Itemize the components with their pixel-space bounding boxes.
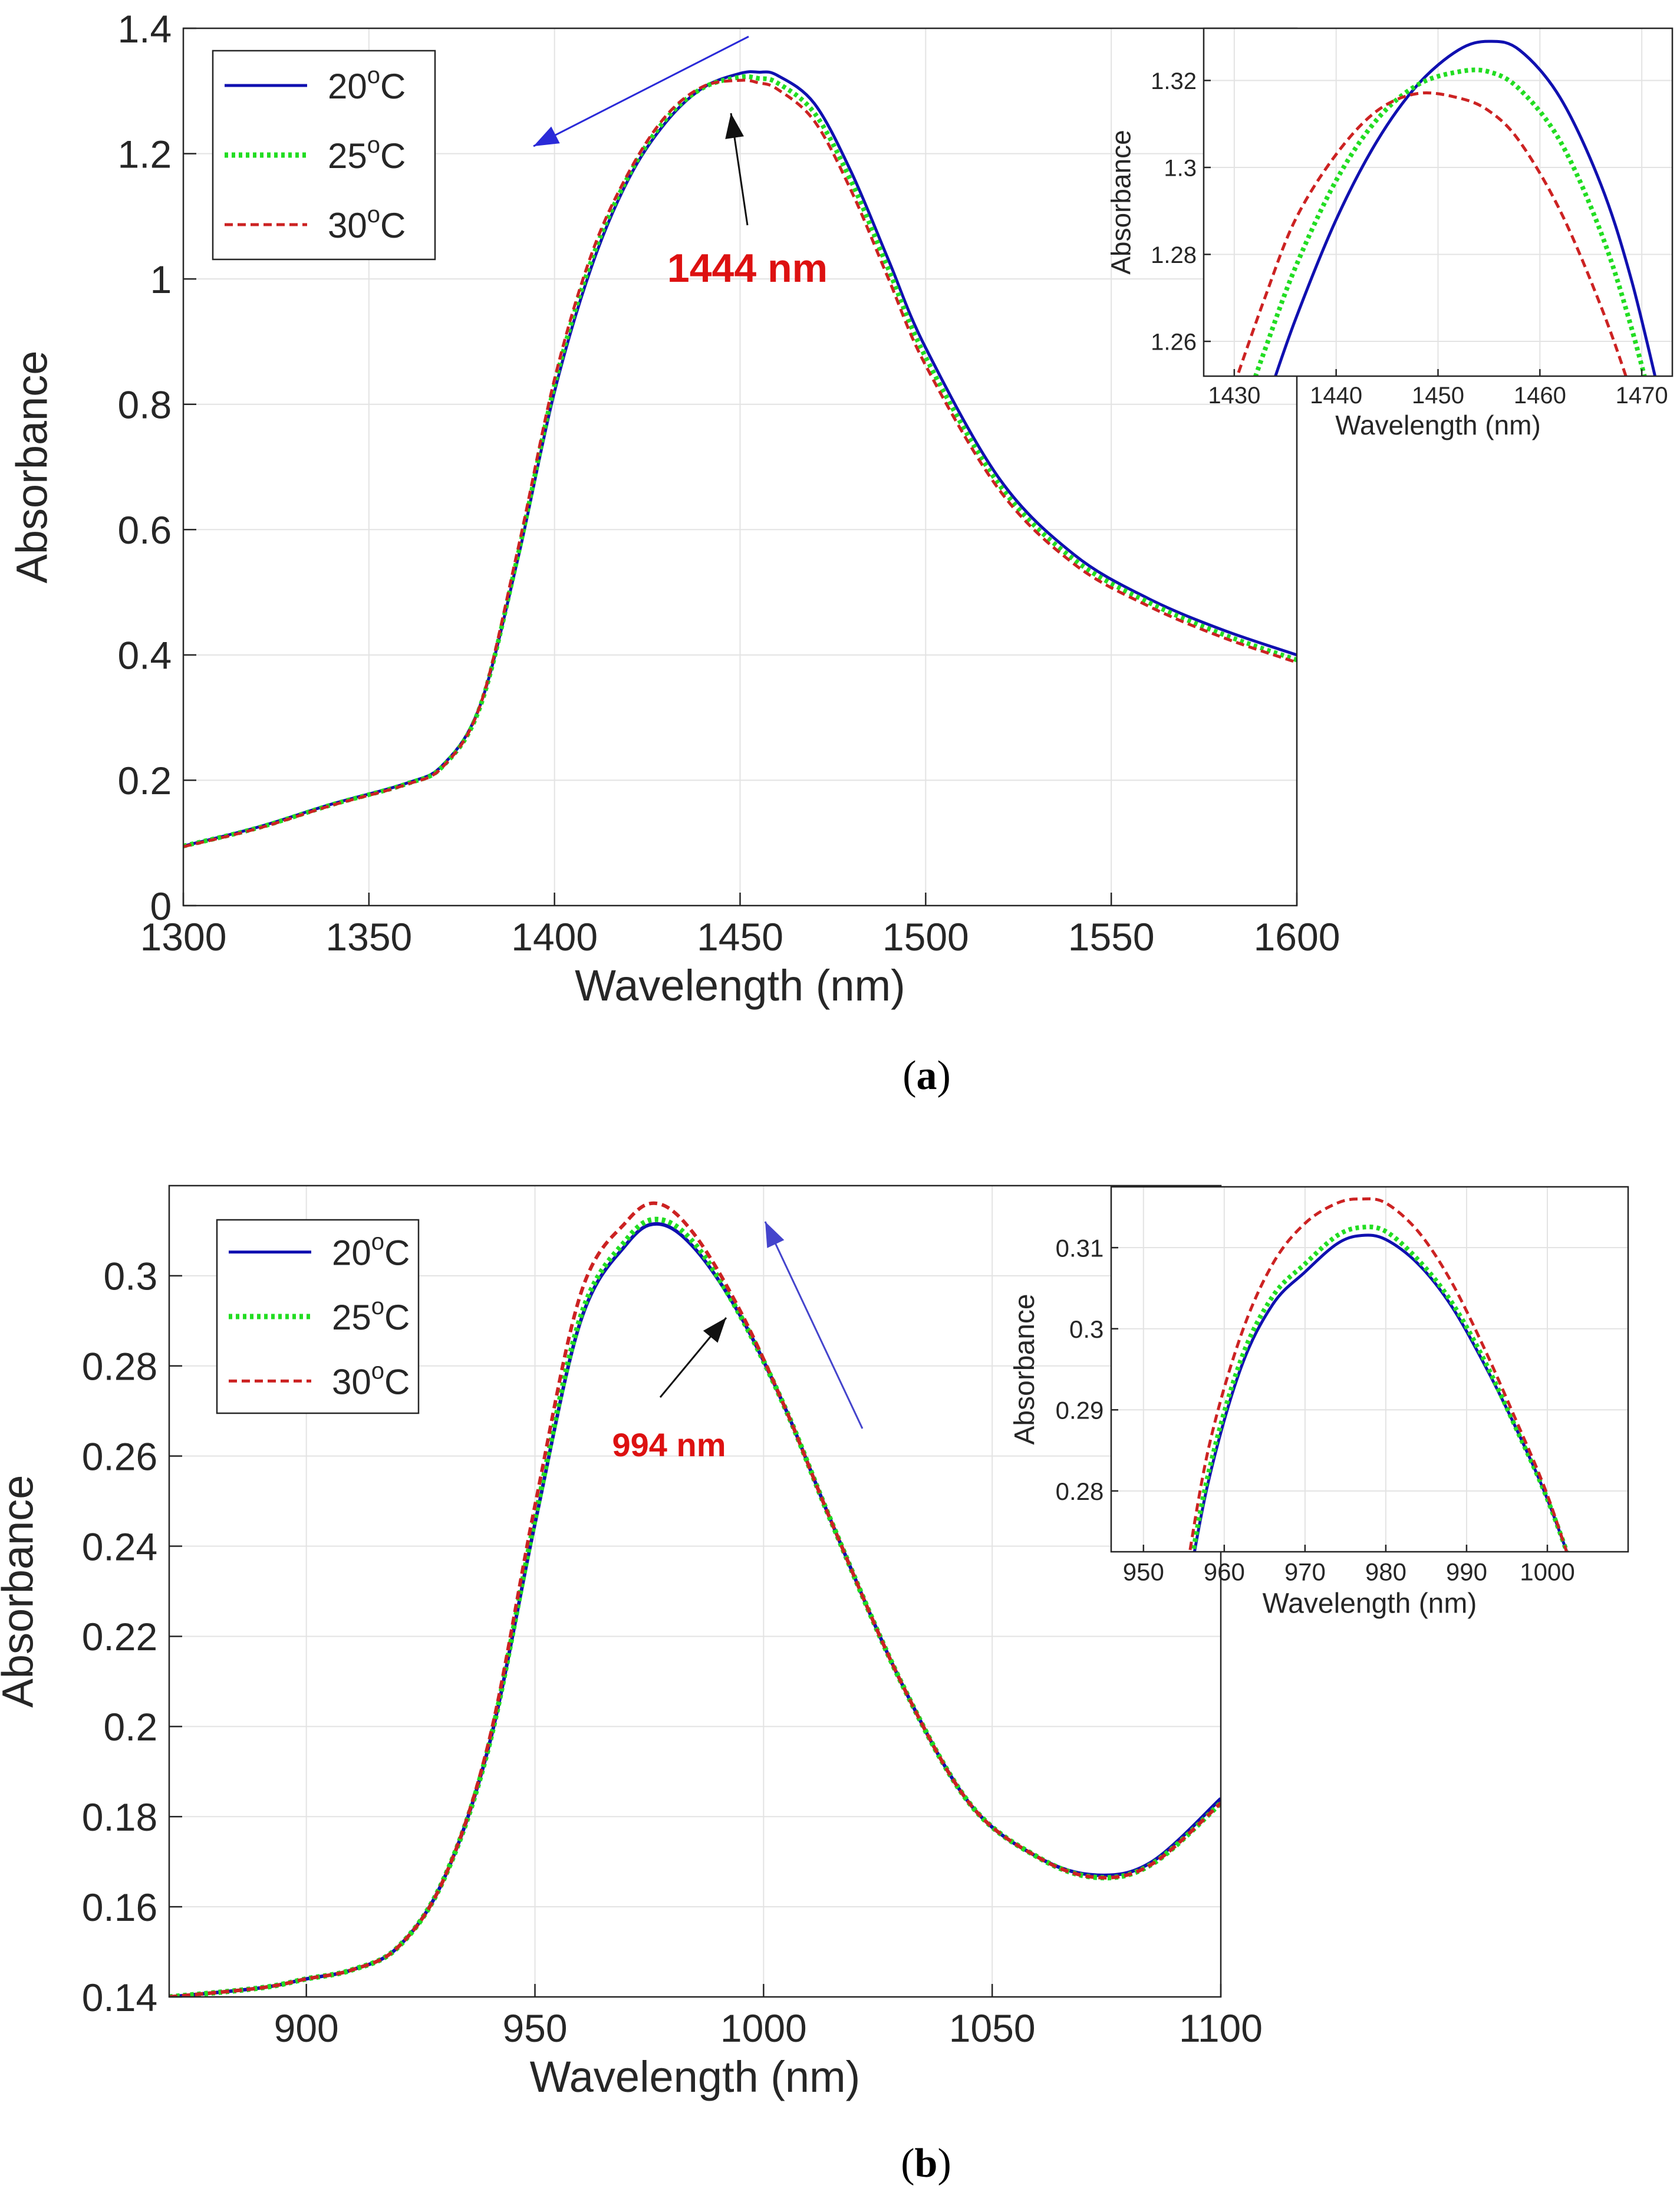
b-main-legend: 20oC 25oC 30oC xyxy=(216,1219,420,1414)
a-main-series-2 xyxy=(183,78,1297,848)
a-inset-ytick-label: 1.32 xyxy=(1151,68,1197,94)
b-main-ytick-label: 0.3 xyxy=(103,1255,157,1298)
b-main-ytick-label: 0.24 xyxy=(82,1525,157,1568)
a-inset-chart: 1430 1440 1450 1460 1470 1.26 1.28 1.3 1.32 Wavel… xyxy=(1105,27,1674,440)
a-inset-x-axis-title: Wavelength (nm) xyxy=(1335,410,1541,440)
a-inset-xtick-label: 1460 xyxy=(1514,383,1566,409)
b-inset-ytick-label: 0.29 xyxy=(1056,1396,1104,1424)
a-main-xtick-label: 1600 xyxy=(1254,915,1340,959)
a-inset-xtick-label: 1440 xyxy=(1310,383,1362,409)
b-inset-ytick-label: 0.3 xyxy=(1069,1315,1103,1343)
a-main-ytick-label: 0.2 xyxy=(117,759,172,802)
b-inset-ytick-label: 0.31 xyxy=(1056,1234,1104,1262)
b-inset-axes-box xyxy=(1110,1186,1629,1553)
b-main-y-axis-title: Absorbance xyxy=(0,1475,42,1708)
a-main-xtick-label: 1500 xyxy=(882,915,969,959)
b-inset-chart: 950 960 970 980 990 1000 0.28 0.29 0.3 0.31 Wavele… xyxy=(1009,1186,1629,1620)
b-inset-y-axis-title: Absorbance xyxy=(1009,1294,1040,1444)
b-main-ytick-label: 0.2 xyxy=(103,1705,157,1749)
a-main-ytick-label: 1.2 xyxy=(117,132,172,176)
a-inset-series-1 xyxy=(1253,67,1647,376)
a-main-xtick-label: 1450 xyxy=(697,915,783,959)
b-main-series-2 xyxy=(169,1201,1221,1997)
b-main-ytick-label: 0.14 xyxy=(82,1976,157,2019)
b-main-xtick-label: 1000 xyxy=(720,2006,807,2050)
peak-arrow-b-head xyxy=(703,1318,726,1343)
b-inset-xtick-label: 960 xyxy=(1204,1558,1245,1585)
trend-arrow-b xyxy=(764,1221,864,1429)
trend-arrow-b-head xyxy=(765,1222,785,1248)
peak-annotation-b: 994 nm xyxy=(612,1426,726,1463)
a-main-ytick-label: 1.4 xyxy=(117,7,172,51)
a-inset-xtick-label: 1430 xyxy=(1208,383,1260,409)
a-main-series-group xyxy=(183,70,1297,848)
b-inset-xtick-label: 1000 xyxy=(1520,1558,1574,1585)
b-inset-series-2 xyxy=(1188,1197,1569,1552)
a-main-chart: 1300 1350 1400 1450 1500 1550 1600 0 0.2 0.4 0.6 0.… xyxy=(8,7,1340,1098)
b-main-chart: 900 950 1000 1050 1100 0.14 0.16 0.18 0.2 0.22 0.2… xyxy=(0,1184,1263,2186)
a-inset-ytick-label: 1.26 xyxy=(1151,329,1197,355)
trend-arrow-a-shaft xyxy=(533,35,749,147)
trend-arrow-a xyxy=(533,35,749,147)
b-inset-ytick-label: 0.28 xyxy=(1056,1477,1104,1505)
a-main-xtick-label: 1300 xyxy=(140,915,227,959)
a-main-x-axis-title: Wavelength (nm) xyxy=(575,961,905,1010)
b-inset-plot-area xyxy=(1111,1187,1628,1552)
legend-label-0: 20oC xyxy=(332,1229,410,1273)
a-main-ytick-label: 0.8 xyxy=(117,383,172,426)
peak-arrow-a xyxy=(725,113,749,226)
b-inset-series-group xyxy=(1188,1197,1570,1552)
b-main-ytick-label: 0.18 xyxy=(82,1795,157,1839)
b-inset-series-1 xyxy=(1190,1225,1570,1552)
trend-arrow-a-head xyxy=(533,126,560,146)
a-inset-series-2 xyxy=(1236,91,1628,376)
peak-arrow-b xyxy=(659,1317,727,1398)
b-inset-xtick-label: 980 xyxy=(1365,1558,1406,1585)
b-main-x-axis-title: Wavelength (nm) xyxy=(530,2052,861,2101)
a-main-ytick-label: 1 xyxy=(150,258,172,301)
b-main-xtick-label: 1050 xyxy=(949,2006,1036,2050)
b-main-ytick-label: 0.16 xyxy=(82,1885,157,1929)
legend-label-1: 25oC xyxy=(332,1294,410,1337)
b-inset-x-axis-title: Wavelength (nm) xyxy=(1263,1588,1477,1620)
b-main-xtick-label: 900 xyxy=(274,2006,339,2050)
b-main-ytick-label: 0.26 xyxy=(82,1434,157,1478)
legend-label-0: 20oC xyxy=(328,62,406,106)
a-main-xtick-label: 1400 xyxy=(511,915,598,959)
a-inset-xtick-label: 1450 xyxy=(1412,383,1464,409)
panel-label: (a) xyxy=(902,1053,951,1098)
a-main-ytick-label: 0.4 xyxy=(117,634,172,677)
legend-label-2: 30oC xyxy=(332,1358,410,1401)
a-main-xtick-label: 1350 xyxy=(325,915,412,959)
a-main-y-axis-title: Absorbance xyxy=(8,351,57,584)
a-main-ytick-label: 0 xyxy=(150,884,172,928)
a-inset-series-group xyxy=(1236,40,1657,376)
b-inset-xtick-label: 970 xyxy=(1284,1558,1326,1585)
a-main-xtick-label: 1550 xyxy=(1068,915,1155,959)
a-inset-xtick-label: 1470 xyxy=(1616,383,1668,409)
b-main-ytick-label: 0.28 xyxy=(82,1345,157,1388)
b-main-series-group xyxy=(169,1201,1221,1997)
peak-arrow-a-head xyxy=(725,113,744,139)
a-inset-y-axis-title: Absorbance xyxy=(1105,130,1136,275)
b-main-ytick-label: 0.22 xyxy=(82,1615,157,1658)
a-main-ytick-label: 0.6 xyxy=(117,508,172,552)
a-main-legend: 20oC 25oC 30oC xyxy=(212,50,436,261)
b-main-xtick-label: 1100 xyxy=(1179,2006,1263,2050)
b-inset-xtick-label: 950 xyxy=(1123,1558,1164,1585)
trend-arrow-b-shaft xyxy=(764,1221,864,1429)
a-inset-ytick-label: 1.28 xyxy=(1151,242,1197,268)
peak-annotation-a: 1444 nm xyxy=(667,246,828,291)
b-main-axes-box xyxy=(168,1184,1222,1998)
a-inset-ytick-label: 1.3 xyxy=(1164,155,1197,181)
b-main-xtick-label: 950 xyxy=(502,2006,567,2050)
legend-label-2: 30oC xyxy=(328,202,406,245)
panel-label: (b) xyxy=(901,2141,951,2186)
b-inset-xtick-label: 990 xyxy=(1446,1558,1487,1585)
a-inset-series-0 xyxy=(1273,40,1657,376)
legend-label-1: 25oC xyxy=(328,132,406,176)
